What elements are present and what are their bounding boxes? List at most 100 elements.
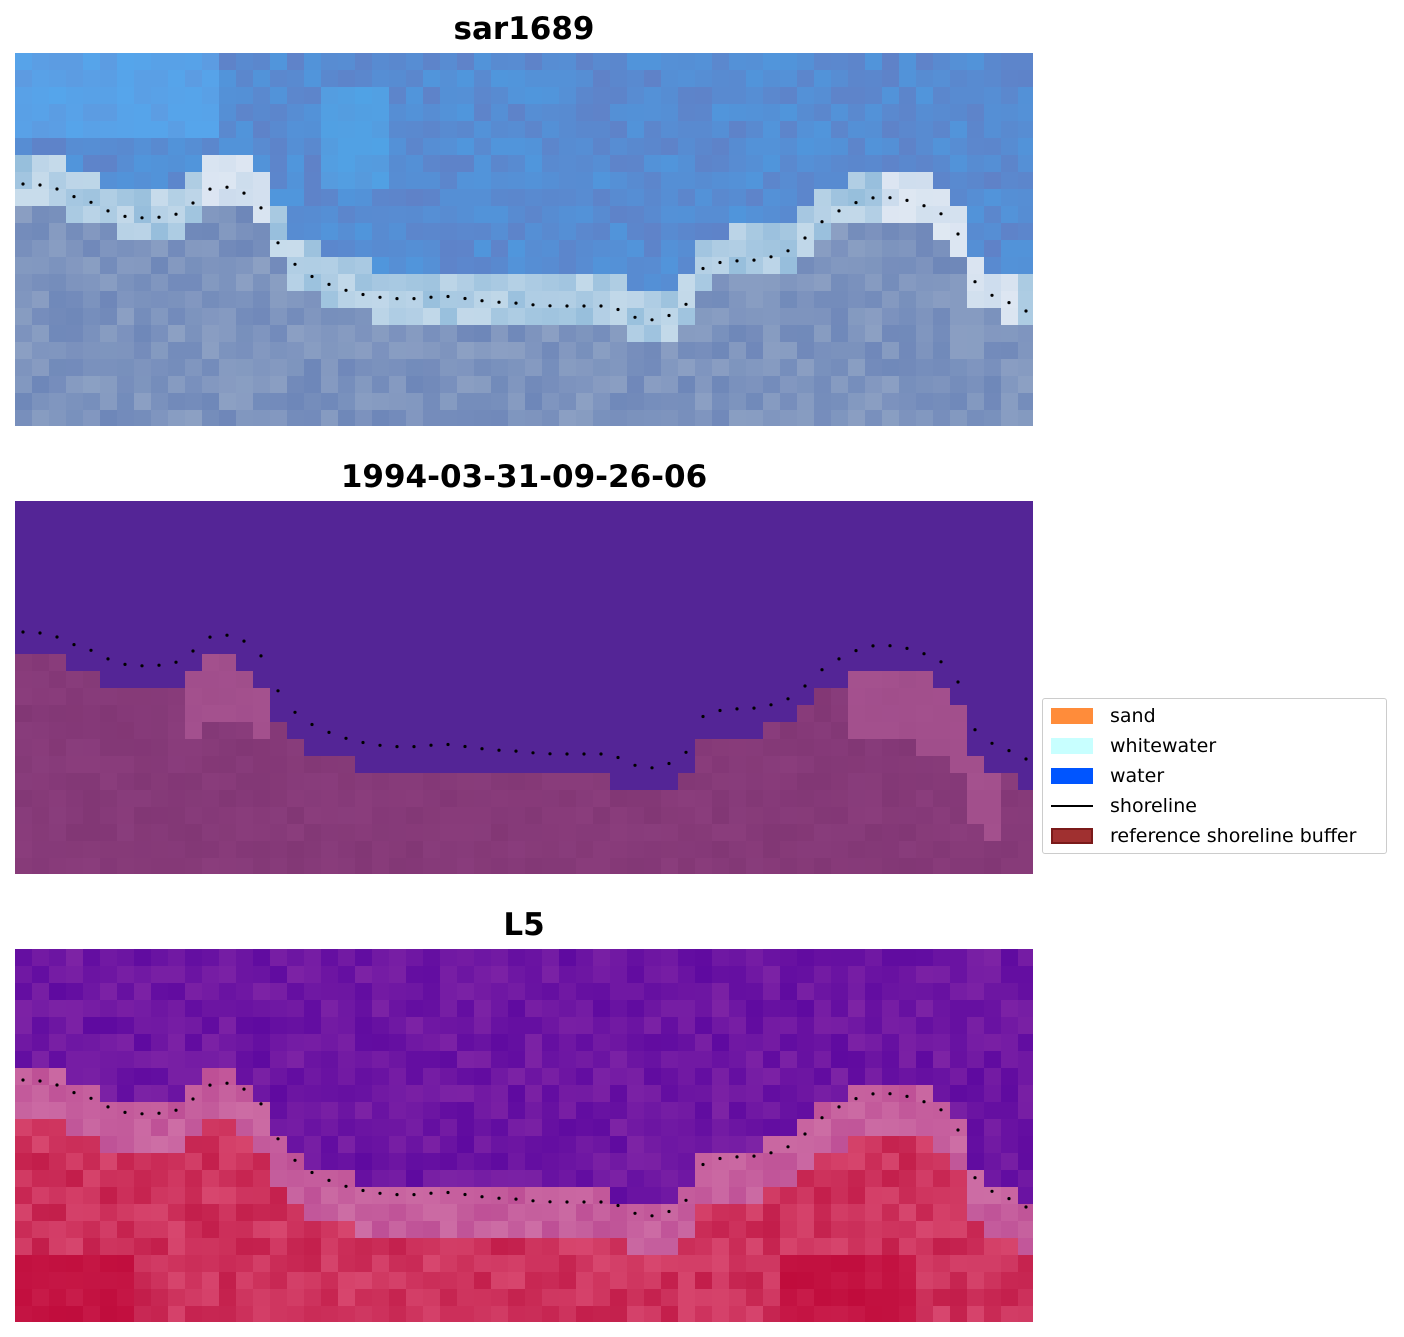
index-pixel	[338, 1102, 355, 1119]
classified-pixel	[610, 688, 627, 705]
rgb-pixel	[423, 155, 440, 172]
rgb-pixel	[355, 325, 372, 342]
rgb-pixel	[117, 155, 134, 172]
index-pixel	[576, 1306, 593, 1322]
classified-pixel	[338, 569, 355, 586]
classified-pixel	[32, 637, 49, 654]
index-pixel	[355, 1085, 372, 1102]
index-pixel	[32, 949, 49, 966]
classified-pixel	[338, 654, 355, 671]
index-pixel	[525, 1204, 542, 1221]
shoreline-point	[786, 697, 790, 701]
classified-pixel	[593, 637, 610, 654]
classified-pixel	[593, 790, 610, 807]
index-pixel	[1001, 1000, 1018, 1017]
rgb-pixel	[525, 291, 542, 308]
classified-pixel	[746, 722, 763, 739]
rgb-pixel	[542, 70, 559, 87]
classified-pixel	[712, 790, 729, 807]
shoreline-point	[548, 752, 552, 756]
classified-pixel	[661, 603, 678, 620]
index-pixel	[1001, 1017, 1018, 1034]
rgb-pixel	[389, 393, 406, 410]
index-pixel	[508, 1102, 525, 1119]
rgb-pixel	[542, 274, 559, 291]
classified-pixel	[576, 705, 593, 722]
rgb-pixel	[508, 138, 525, 155]
shoreline-point	[888, 1092, 892, 1096]
index-pixel	[219, 983, 236, 1000]
rgb-pixel	[32, 376, 49, 393]
rgb-pixel	[1018, 138, 1033, 155]
index-pixel	[168, 1221, 185, 1238]
rgb-pixel	[1001, 393, 1018, 410]
index-pixel	[219, 966, 236, 983]
rgb-pixel	[542, 410, 559, 426]
classified-pixel	[695, 586, 712, 603]
rgb-pixel	[236, 53, 253, 70]
classified-pixel	[83, 790, 100, 807]
index-pixel	[865, 1068, 882, 1085]
index-pixel	[967, 1204, 984, 1221]
index-pixel	[729, 1102, 746, 1119]
classified-pixel	[950, 841, 967, 858]
classified-pixel	[1018, 620, 1033, 637]
shoreline-point	[548, 304, 552, 308]
rgb-pixel	[100, 393, 117, 410]
index-pixel	[1001, 1170, 1018, 1187]
classified-pixel	[491, 603, 508, 620]
classified-pixel	[287, 688, 304, 705]
classified-pixel	[355, 603, 372, 620]
classified-pixel	[525, 841, 542, 858]
classified-pixel	[576, 518, 593, 535]
rgb-pixel	[661, 172, 678, 189]
classified-pixel	[814, 501, 831, 518]
legend-label-reference-buffer: reference shoreline buffer	[1110, 825, 1357, 847]
index-pixel	[83, 1272, 100, 1289]
rgb-pixel	[321, 172, 338, 189]
classified-pixel	[287, 654, 304, 671]
classified-pixel	[865, 739, 882, 756]
index-pixel	[814, 1238, 831, 1255]
index-pixel	[814, 1255, 831, 1272]
rgb-pixel	[117, 376, 134, 393]
classified-pixel	[593, 756, 610, 773]
rgb-pixel	[287, 342, 304, 359]
classified-pixel	[576, 824, 593, 841]
index-pixel	[202, 1153, 219, 1170]
classified-pixel	[933, 705, 950, 722]
rgb-pixel	[950, 189, 967, 206]
classified-pixel	[729, 518, 746, 535]
rgb-pixel	[321, 70, 338, 87]
rgb-pixel	[899, 342, 916, 359]
index-pixel	[865, 1221, 882, 1238]
index-pixel	[457, 1136, 474, 1153]
index-pixel	[236, 949, 253, 966]
index-pixel	[83, 949, 100, 966]
index-pixel	[746, 1272, 763, 1289]
classified-pixel	[508, 858, 525, 874]
classified-pixel	[950, 807, 967, 824]
index-pixel	[678, 1068, 695, 1085]
classified-pixel	[134, 841, 151, 858]
classified-pixel	[491, 688, 508, 705]
index-pixel	[695, 1051, 712, 1068]
rgb-pixel	[236, 291, 253, 308]
index-pixel	[797, 1187, 814, 1204]
classified-pixel	[236, 637, 253, 654]
rgb-pixel	[780, 70, 797, 87]
rgb-pixel	[933, 240, 950, 257]
rgb-pixel	[848, 325, 865, 342]
rgb-pixel	[899, 274, 916, 291]
classified-pixel	[1018, 722, 1033, 739]
rgb-pixel	[15, 223, 32, 240]
classified-pixel	[338, 671, 355, 688]
index-pixel	[423, 949, 440, 966]
classified-pixel	[610, 501, 627, 518]
index-pixel	[1018, 949, 1033, 966]
index-pixel	[185, 1085, 202, 1102]
rgb-pixel	[661, 410, 678, 426]
index-pixel	[661, 1034, 678, 1051]
rgb-pixel	[746, 87, 763, 104]
index-pixel	[967, 966, 984, 983]
